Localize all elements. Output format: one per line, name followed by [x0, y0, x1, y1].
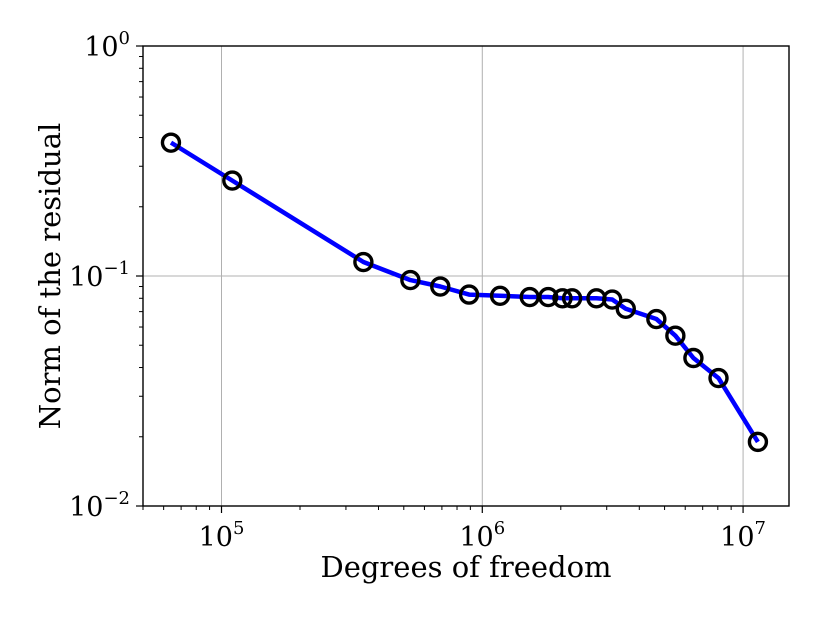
data-point [222, 170, 243, 191]
y-tick-label: 10−2 [69, 488, 130, 523]
major-ticks [136, 45, 744, 513]
x-axis-label: Degrees of freedom [320, 550, 611, 584]
series-layer [160, 132, 769, 453]
data-point [458, 284, 480, 305]
data-point [400, 269, 421, 291]
x-tick-label: 106 [459, 518, 505, 553]
data-point [430, 276, 451, 297]
data-point [646, 308, 667, 330]
x-tick-label: 105 [199, 518, 245, 553]
data-point [561, 288, 583, 309]
data-point [708, 367, 729, 389]
data-point [747, 431, 769, 453]
data-point [552, 288, 573, 309]
data-point [665, 325, 686, 346]
data-point [160, 132, 182, 153]
tick-labels: 105 106 107 100 10−1 10−2 [69, 28, 766, 553]
plot-frame [142, 45, 790, 507]
data-point [683, 347, 704, 369]
x-tick-label: 107 [720, 518, 766, 553]
data-point [353, 251, 374, 273]
data-point [602, 289, 623, 310]
data-point [538, 286, 559, 308]
y-tick-label: 10−1 [69, 258, 130, 293]
y-axis-label: Norm of the residual [33, 123, 67, 430]
data-point [615, 298, 636, 320]
data-point [489, 285, 511, 307]
y-tick-label: 100 [84, 28, 130, 63]
